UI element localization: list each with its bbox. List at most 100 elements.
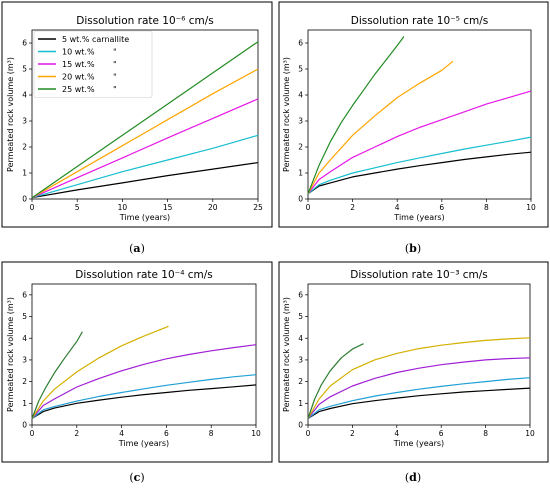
- legend-label: 15 wt.%: [62, 60, 95, 69]
- x-axis-label: Time (years): [119, 213, 170, 222]
- y-tick-label: 5: [298, 312, 303, 321]
- series-line-3: [31, 98, 259, 199]
- legend-label: 25 wt.%: [62, 85, 95, 94]
- y-tick-label: 0: [22, 421, 27, 430]
- legend-ditto-mark: ": [113, 48, 117, 57]
- series-line-1: [307, 151, 532, 195]
- x-tick-label: 4: [394, 429, 399, 438]
- y-tick-label: 2: [22, 143, 27, 152]
- series-line-2: [31, 374, 257, 419]
- legend-ditto-mark: ": [113, 73, 117, 82]
- caption-paren-close: ): [141, 242, 145, 255]
- x-tick-label: 2: [74, 429, 79, 438]
- series-line-1: [31, 162, 259, 199]
- y-tick-label: 1: [22, 169, 27, 178]
- x-tick-label: 6: [439, 429, 444, 438]
- x-tick-label: 25: [253, 203, 263, 212]
- panel-caption: (c): [129, 471, 144, 484]
- series-line-1: [307, 387, 531, 420]
- chart-title: Dissolution rate 10⁻⁴ cm/s: [75, 269, 213, 281]
- x-tick-label: 2: [350, 203, 355, 212]
- y-tick-label: 2: [298, 377, 303, 386]
- y-axis-label: Permeated rock volume (m³): [282, 57, 291, 172]
- chart-panel-b: Dissolution rate 10⁻⁵ cm/s 0 2 4 6 8 10 0 1 2 3 4 5 6…: [278, 1, 549, 255]
- x-tick-label: 0: [30, 429, 35, 438]
- series-line-2: [307, 136, 532, 195]
- caption-letter: c: [134, 471, 141, 484]
- caption-paren-close: ): [417, 471, 421, 484]
- caption-letter: a: [133, 242, 140, 255]
- series-line-3: [307, 90, 532, 195]
- series-line-2: [31, 134, 259, 199]
- y-tick-label: 3: [22, 356, 27, 365]
- y-tick-label: 3: [298, 117, 303, 126]
- series-line-3: [31, 344, 257, 419]
- plot-area: [31, 283, 257, 426]
- series-line-5: [31, 41, 259, 199]
- y-tick-label: 1: [298, 399, 303, 408]
- x-tick-label: 6: [439, 203, 444, 212]
- y-tick-label: 2: [22, 377, 27, 386]
- legend-label: 5 wt.% carnallite: [62, 35, 129, 44]
- x-tick-label: 0: [306, 203, 311, 212]
- chart-title: Dissolution rate 10⁻⁶ cm/s: [76, 15, 214, 27]
- series-line-4: [307, 337, 531, 419]
- x-axis-label: Time (years): [393, 213, 444, 222]
- x-tick-label: 10: [526, 203, 536, 212]
- x-tick-label: 4: [395, 203, 400, 212]
- caption-letter: d: [409, 471, 417, 484]
- x-tick-label: 8: [483, 429, 488, 438]
- series-line-3: [307, 357, 531, 419]
- chart-title: Dissolution rate 10⁻⁵ cm/s: [351, 15, 489, 27]
- caption-paren-open: (: [405, 471, 409, 484]
- x-tick-label: 8: [484, 203, 489, 212]
- panel-caption: (a): [129, 242, 145, 255]
- x-tick-label: 5: [75, 203, 80, 212]
- chart-panel-a: Dissolution rate 10⁻⁶ cm/s 0 5 10 15 20 25 0 1 2 3…: [1, 1, 273, 255]
- series-line-4: [307, 60, 454, 195]
- y-tick-label: 0: [298, 195, 303, 204]
- y-tick-label: 1: [298, 169, 303, 178]
- y-tick-label: 6: [298, 290, 303, 299]
- legend-label: 20 wt.%: [62, 73, 95, 82]
- x-tick-label: 20: [208, 203, 218, 212]
- chart-panel-c: Dissolution rate 10⁻⁴ cm/s 0 2 4 6 8 10 0 1 2 3 4 5 6…: [1, 261, 273, 484]
- caption-paren-close: ): [140, 471, 144, 484]
- series-line-5: [307, 36, 405, 195]
- y-tick-label: 5: [298, 65, 303, 74]
- panel-caption: (d): [405, 471, 421, 484]
- panel-caption: (b): [405, 242, 421, 255]
- x-tick-label: 10: [251, 429, 261, 438]
- x-tick-label: 10: [525, 429, 535, 438]
- y-tick-label: 2: [298, 143, 303, 152]
- legend-ditto-mark: ": [113, 60, 117, 69]
- series-line-5: [307, 343, 364, 419]
- legend: 5 wt.% carnallite 10 wt.% " 15 wt.% " 20 wt.%…: [33, 30, 153, 98]
- chart-title: Dissolution rate 10⁻³ cm/s: [350, 269, 488, 281]
- x-tick-label: 8: [209, 429, 214, 438]
- caption-paren-open: (: [405, 242, 409, 255]
- y-tick-label: 5: [22, 65, 27, 74]
- y-tick-label: 6: [298, 39, 303, 48]
- x-tick-label: 10: [118, 203, 128, 212]
- caption-paren-open: (: [129, 471, 133, 484]
- caption-paren-open: (: [129, 242, 133, 255]
- y-tick-label: 0: [22, 195, 27, 204]
- series-line-4: [31, 325, 169, 419]
- legend-label: 10 wt.%: [62, 48, 95, 57]
- y-tick-label: 4: [22, 334, 27, 343]
- x-tick-label: 2: [350, 429, 355, 438]
- y-tick-label: 3: [298, 356, 303, 365]
- caption-paren-close: ): [417, 242, 421, 255]
- x-tick-label: 6: [164, 429, 169, 438]
- x-tick-label: 0: [306, 429, 311, 438]
- y-axis-label: Permeated rock volume (m³): [282, 297, 291, 412]
- x-axis-label: Time (years): [118, 439, 169, 448]
- y-tick-label: 3: [22, 117, 27, 126]
- chart-panel-d: Dissolution rate 10⁻³ cm/s 0 2 4 6 8 10 0 1 2 3 4 5 6…: [278, 261, 549, 484]
- y-tick-label: 4: [298, 91, 303, 100]
- series-line-4: [31, 68, 259, 199]
- series-line-5: [31, 331, 83, 419]
- x-tick-label: 0: [30, 203, 35, 212]
